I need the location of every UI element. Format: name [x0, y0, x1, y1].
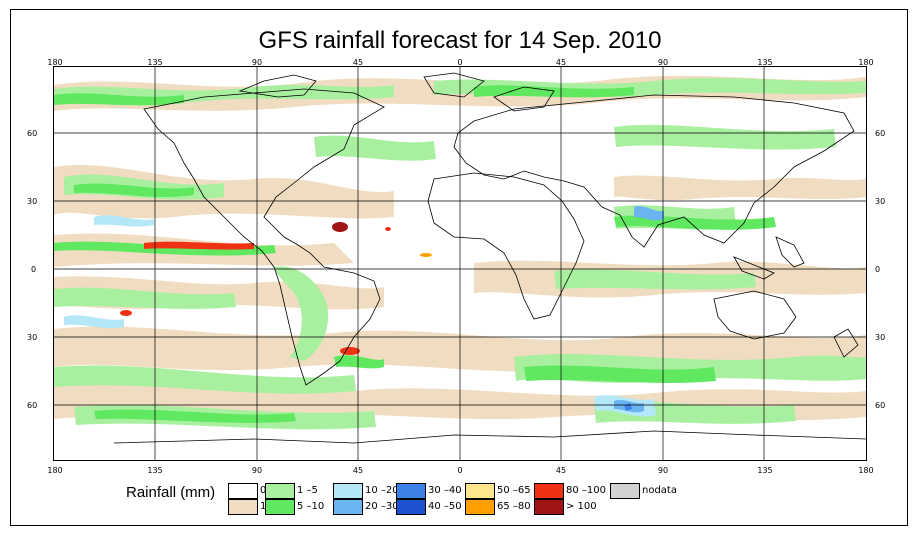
- lat-label-right: 30: [875, 333, 886, 342]
- legend-swatch-0: [228, 483, 258, 499]
- lat-label-left: 30: [27, 197, 38, 206]
- legend-swatch-11: [534, 499, 564, 515]
- legend-label-3: 5 –10: [297, 501, 325, 512]
- lon-label-top: 90: [251, 58, 263, 67]
- lat-label-right: 0: [875, 265, 881, 274]
- legend-swatch-5: [333, 499, 363, 515]
- legend-swatch-3: [265, 499, 295, 515]
- rainfall-map: [53, 66, 867, 461]
- legend-label-12: nodata: [642, 485, 677, 496]
- lon-label-top: 135: [147, 58, 163, 67]
- legend-label-5: 20 –30: [365, 501, 399, 512]
- lon-label-bottom: 0: [457, 466, 463, 475]
- legend-label-6: 30 –40: [428, 485, 462, 496]
- lon-label-top: 45: [555, 58, 567, 67]
- lon-label-top: 90: [657, 58, 669, 67]
- lon-label-top: 180: [47, 58, 63, 67]
- legend-title: Rainfall (mm): [126, 484, 216, 501]
- graticule: [54, 67, 866, 460]
- figure-frame: [10, 9, 908, 526]
- legend-swatch-12: [610, 483, 640, 499]
- lon-label-top: 180: [858, 58, 874, 67]
- lon-label-bottom: 45: [352, 466, 364, 475]
- lon-label-bottom: 90: [657, 466, 669, 475]
- legend-label-1: 1: [260, 501, 267, 512]
- lat-label-right: 60: [875, 401, 886, 410]
- lon-label-top: 135: [757, 58, 773, 67]
- rain-intense-layer: [120, 222, 432, 355]
- lat-label-right: 60: [875, 129, 886, 138]
- legend-swatch-1: [228, 499, 258, 515]
- lat-label-left: 30: [27, 333, 38, 342]
- legend-swatch-6: [396, 483, 426, 499]
- lat-label-left: 60: [27, 401, 38, 410]
- legend-label-11: > 100: [566, 501, 597, 512]
- rain-heavy-layer: [64, 206, 664, 417]
- map-title: GFS rainfall forecast for 14 Sep. 2010: [258, 27, 662, 54]
- map-canvas: [54, 67, 866, 460]
- lon-label-bottom: 135: [147, 466, 163, 475]
- lon-label-top: 0: [457, 58, 463, 67]
- lon-label-bottom: 135: [757, 466, 773, 475]
- legend-swatch-7: [396, 499, 426, 515]
- lat-label-left: 0: [31, 265, 37, 274]
- legend-swatch-8: [465, 483, 495, 499]
- lon-label-bottom: 45: [555, 466, 567, 475]
- lat-label-left: 60: [27, 129, 38, 138]
- lon-label-bottom: 180: [47, 466, 63, 475]
- legend-swatch-2: [265, 483, 295, 499]
- legend-label-2: 1 –5: [297, 485, 318, 496]
- lon-label-bottom: 90: [251, 466, 263, 475]
- legend-swatch-4: [333, 483, 363, 499]
- legend-label-9: 65 –80: [497, 501, 531, 512]
- legend-label-10: 80 –100: [566, 485, 606, 496]
- legend-label-8: 50 –65: [497, 485, 531, 496]
- lat-label-right: 30: [875, 197, 886, 206]
- lon-label-top: 45: [352, 58, 364, 67]
- legend-swatch-9: [465, 499, 495, 515]
- legend-label-4: 10 –20: [365, 485, 399, 496]
- legend-label-0: 0: [260, 485, 267, 496]
- legend-label-7: 40 –50: [428, 501, 462, 512]
- legend-swatch-10: [534, 483, 564, 499]
- lon-label-bottom: 180: [858, 466, 874, 475]
